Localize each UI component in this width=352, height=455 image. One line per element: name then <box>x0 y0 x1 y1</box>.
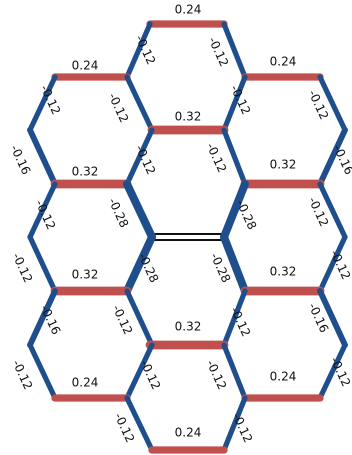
bond <box>317 181 348 240</box>
bond <box>221 74 248 133</box>
bond <box>27 127 58 187</box>
double-bond <box>152 233 224 241</box>
bond <box>317 234 348 294</box>
bond-label: -0.12 <box>204 358 230 392</box>
bond-label: -0.12 <box>204 141 230 175</box>
bond-label: 0.24 <box>270 55 297 69</box>
bond-label: -0.16 <box>8 143 34 177</box>
bond-label: 0.24 <box>72 376 99 390</box>
bond-label: -0.12 <box>206 35 232 69</box>
bond-label: 0.24 <box>72 59 99 73</box>
bond <box>27 342 58 401</box>
bond <box>317 74 348 133</box>
bond-label: -0.28 <box>234 198 260 232</box>
bond <box>27 288 58 348</box>
bond <box>124 74 155 133</box>
bond <box>124 342 155 401</box>
bond <box>317 288 348 348</box>
bond <box>317 342 348 401</box>
bond-label: 0.32 <box>270 158 297 172</box>
bond <box>124 288 155 348</box>
bond-label: 0.24 <box>175 426 202 440</box>
bond <box>124 21 153 80</box>
bond <box>221 21 248 80</box>
bond-label: 0.32 <box>72 268 99 282</box>
bond-label: -0.12 <box>110 303 136 337</box>
bond <box>27 181 58 240</box>
bond-label: 0.32 <box>175 110 202 124</box>
bond-label: -0.12 <box>106 91 132 125</box>
bond <box>221 342 248 401</box>
bond-label: 0.32 <box>72 165 99 179</box>
bond-label: -0.28 <box>106 196 132 230</box>
bond-label: 0.32 <box>175 320 202 334</box>
bond <box>220 180 249 241</box>
bond-label: -0.12 <box>10 251 36 285</box>
bond <box>221 127 248 187</box>
bond <box>123 180 156 241</box>
bond <box>27 74 58 133</box>
bond-label: 0.32 <box>270 265 297 279</box>
bond <box>221 288 248 348</box>
bond-label: 0.24 <box>270 370 297 384</box>
bond <box>27 234 58 294</box>
bond <box>220 233 249 295</box>
bond-label: -0.12 <box>10 358 36 392</box>
bond-label: -0.12 <box>138 358 164 392</box>
bond-label: 0.24 <box>175 3 202 17</box>
bond <box>124 127 155 187</box>
bond <box>124 395 155 453</box>
bond <box>123 233 156 295</box>
bond <box>317 127 348 187</box>
bond <box>221 395 248 453</box>
